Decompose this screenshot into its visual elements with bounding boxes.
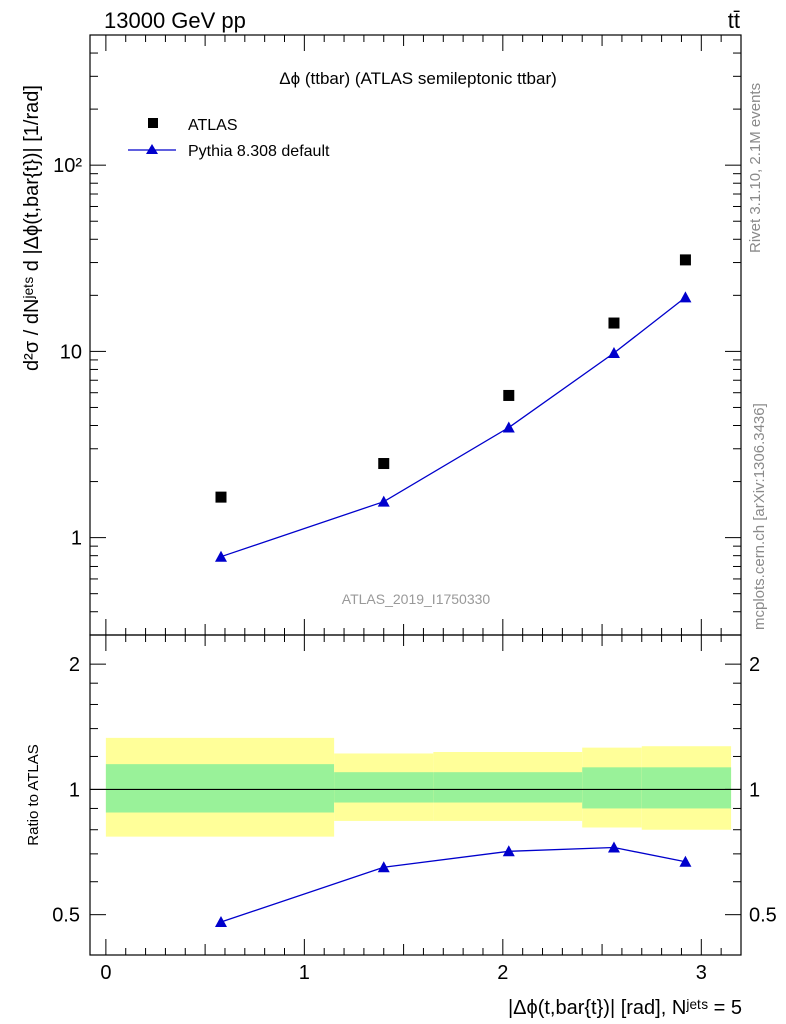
pythia-point	[377, 495, 390, 507]
pythia-point	[607, 347, 620, 359]
watermark: ATLAS_2019_I1750330	[342, 591, 491, 607]
main-y-tick-label: 10	[60, 341, 82, 363]
process-label: tt̄	[728, 8, 740, 33]
pythia-point	[502, 421, 515, 433]
ratio-band-inner	[105, 764, 335, 813]
ratio-y-tick-label: 0.5	[52, 905, 80, 927]
ratio-y-axis-label: Ratio to ATLAS	[25, 744, 42, 845]
ratio-frame	[89, 634, 742, 956]
ratio-y-tick-label: 2	[69, 654, 80, 676]
legend-pythia-marker	[146, 144, 158, 154]
legend-atlas-label: ATLAS	[188, 117, 238, 134]
main-plot: 1 10 10² Δϕ (ttbar) (ATLAS semileptonic tt…	[21, 34, 742, 636]
x-tick-label: 1	[299, 962, 310, 984]
energy-label: 13000 GeV pp	[104, 8, 246, 33]
x-tick-label: 0	[100, 962, 111, 984]
legend-atlas-marker	[148, 118, 158, 128]
legend-pythia-label: Pythia 8.308 default	[188, 143, 330, 160]
ratio-pythia-point	[607, 841, 620, 853]
ratio-y-tick-label-right: 2	[749, 654, 760, 676]
ratio-pythia-point	[214, 916, 227, 928]
atlas-point	[608, 317, 620, 329]
ratio-band-inner	[641, 767, 732, 809]
main-y-tick-label: 1	[71, 528, 82, 550]
ratio-plot: 0.5 0.5 1 1 2 2 0 1 2 3 Ratio to ATLAS |Δϕ(t,bar{…	[25, 634, 777, 1019]
legend: ATLAS Pythia 8.308 default	[128, 117, 330, 160]
atlas-point	[503, 389, 515, 401]
plot-title: Δϕ (ttbar) (ATLAS semileptonic ttbar)	[279, 69, 557, 88]
ratio-band-inner	[582, 767, 642, 809]
main-marks	[214, 254, 692, 562]
pythia-point	[214, 550, 227, 562]
main-y-axis-label: d²σ / dNʲᵉᵗˢ d |Δϕ(t,bar{t})| [1/rad]	[21, 85, 43, 371]
x-tick-label: 2	[497, 962, 508, 984]
ratio-y-tick-label: 1	[69, 779, 80, 801]
mcplots-label: mcplots.cern.ch [arXiv:1306.3436]	[751, 403, 768, 630]
pythia-point	[679, 291, 692, 303]
rivet-label: Rivet 3.1.10, 2.1M events	[747, 83, 764, 253]
ratio-pythia-point	[502, 845, 515, 857]
pythia-line	[220, 296, 686, 558]
ratio-pythia-point	[679, 855, 692, 867]
x-axis-label: |Δϕ(t,bar{t})| [rad], Nʲᵉᵗˢ = 5	[508, 997, 742, 1019]
atlas-point	[378, 458, 390, 470]
ratio-band-inner	[334, 772, 434, 803]
atlas-point	[215, 491, 227, 503]
ratio-marks	[214, 841, 692, 928]
ratio-y-tick-label-right: 1	[749, 779, 760, 801]
main-y-tick-label: 10²	[53, 155, 82, 177]
ratio-bands	[90, 737, 741, 837]
ratio-y-tick-label-right: 0.5	[749, 905, 777, 927]
main-ticks: 1 10 10²	[53, 34, 742, 636]
ratio-band-inner	[433, 772, 583, 803]
ratio-pythia-point	[377, 861, 390, 873]
atlas-point	[679, 254, 691, 266]
ratio-pythia-line	[220, 846, 686, 923]
x-tick-label: 3	[696, 962, 707, 984]
